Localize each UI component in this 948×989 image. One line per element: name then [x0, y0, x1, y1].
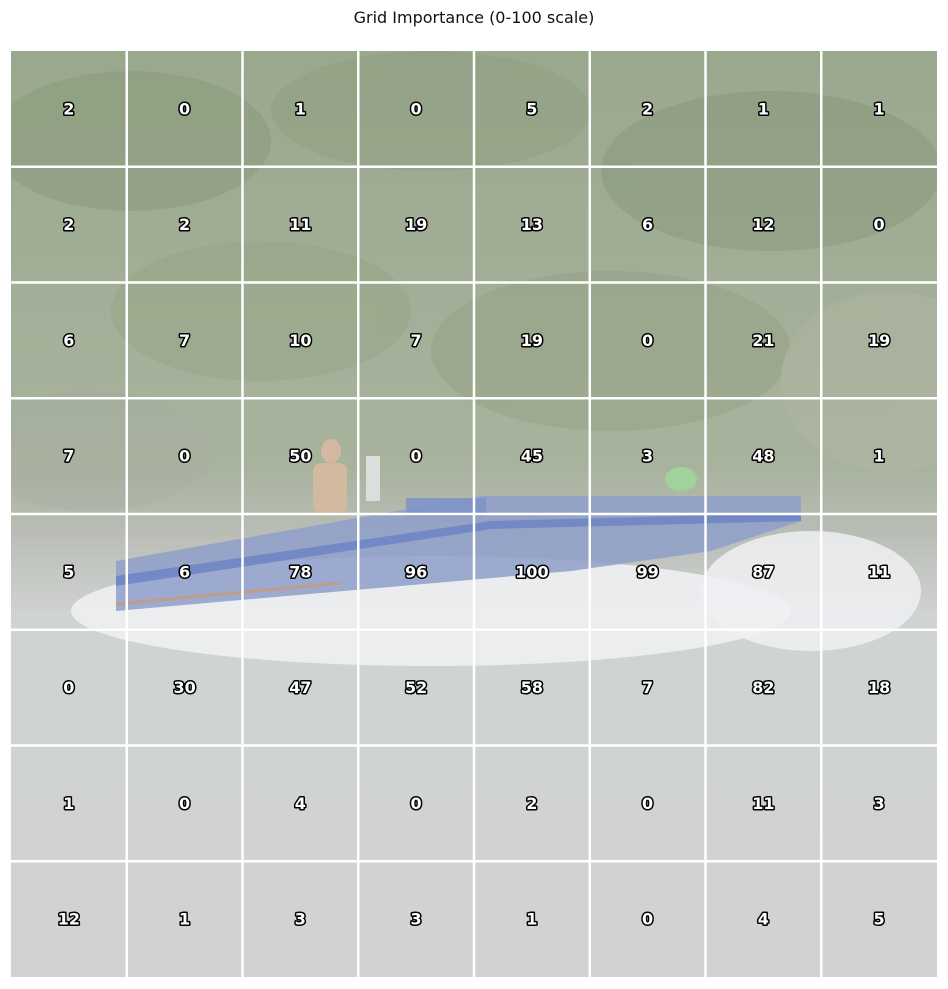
cell-value-label: 2: [63, 215, 74, 234]
cell-value-label: 82: [752, 678, 774, 697]
cell-value-label: 0: [642, 910, 653, 929]
cell-value-label: 1: [63, 794, 74, 813]
cell-value-label: 5: [63, 562, 74, 581]
grid-lines: [11, 51, 937, 977]
heatmap-plot: 2 0 1 0 5 2 1 12 2 11 19 13 6 12 06 7 10 7 19 0 21 197 0 50 0 45 3…: [11, 51, 937, 977]
cell-value-label: 1: [526, 910, 537, 929]
cell-value-label: 2: [63, 99, 74, 118]
cell-value-label: 3: [411, 910, 422, 929]
cell-value-label: 87: [752, 562, 774, 581]
cell-value-label: 19: [521, 331, 543, 350]
cell-value-label: 78: [289, 562, 311, 581]
cell-labels: 2 0 1 0 5 2 1 12 2 11 19 13 6 12 06 7 10 7 19 0 21 197 0 50 0 45 3…: [56, 98, 892, 930]
cell-value-label: 7: [63, 447, 74, 466]
cell-value-label: 0: [642, 331, 653, 350]
cell-value-label: 21: [752, 331, 774, 350]
cell-value-label: 0: [411, 447, 422, 466]
cell-value-label: 11: [868, 562, 890, 581]
cell-value-label: 3: [642, 447, 653, 466]
cell-value-label: 7: [179, 331, 190, 350]
cell-value-label: 0: [179, 794, 190, 813]
cell-value-label: 0: [642, 794, 653, 813]
cell-value-label: 12: [752, 215, 774, 234]
cell-value-label: 4: [758, 910, 769, 929]
cell-value-label: 11: [752, 794, 774, 813]
cell-value-label: 0: [179, 99, 190, 118]
cell-value-label: 0: [411, 99, 422, 118]
cell-value-label: 6: [63, 331, 74, 350]
cell-value-label: 30: [173, 678, 195, 697]
cell-value-label: 6: [179, 562, 190, 581]
cell-value-label: 0: [179, 447, 190, 466]
cell-value-label: 1: [874, 99, 885, 118]
cell-value-label: 47: [289, 678, 311, 697]
cell-value-label: 18: [868, 678, 890, 697]
cell-value-label: 0: [63, 678, 74, 697]
cell-value-label: 6: [642, 215, 653, 234]
cell-value-label: 58: [521, 678, 543, 697]
cell-value-label: 12: [58, 910, 80, 929]
cell-value-label: 48: [752, 447, 774, 466]
cell-value-label: 2: [526, 794, 537, 813]
cell-value-label: 3: [874, 794, 885, 813]
cell-value-label: 1: [874, 447, 885, 466]
cell-value-label: 10: [289, 331, 311, 350]
cell-value-label: 0: [874, 215, 885, 234]
cell-value-label: 19: [868, 331, 890, 350]
cell-value-label: 100: [515, 562, 548, 581]
cell-value-label: 5: [874, 910, 885, 929]
cell-value-label: 52: [405, 678, 427, 697]
cell-value-label: 45: [521, 447, 543, 466]
cell-value-label: 99: [636, 562, 658, 581]
cell-value-label: 96: [405, 562, 427, 581]
cell-value-label: 4: [295, 794, 306, 813]
chart-title: Grid Importance (0-100 scale): [353, 8, 595, 27]
cell-value-label: 7: [411, 331, 422, 350]
cell-value-label: 1: [758, 99, 769, 118]
cell-value-label: 1: [179, 910, 190, 929]
cell-value-label: 3: [295, 910, 306, 929]
cell-value-label: 13: [521, 215, 543, 234]
cell-value-label: 11: [289, 215, 311, 234]
cell-value-label: 50: [289, 447, 311, 466]
cell-value-label: 2: [642, 99, 653, 118]
cell-value-label: 7: [642, 678, 653, 697]
cell-value-label: 2: [179, 215, 190, 234]
cell-value-label: 0: [411, 794, 422, 813]
cell-value-label: 5: [526, 99, 537, 118]
cell-value-label: 19: [405, 215, 427, 234]
cell-value-label: 1: [295, 99, 306, 118]
